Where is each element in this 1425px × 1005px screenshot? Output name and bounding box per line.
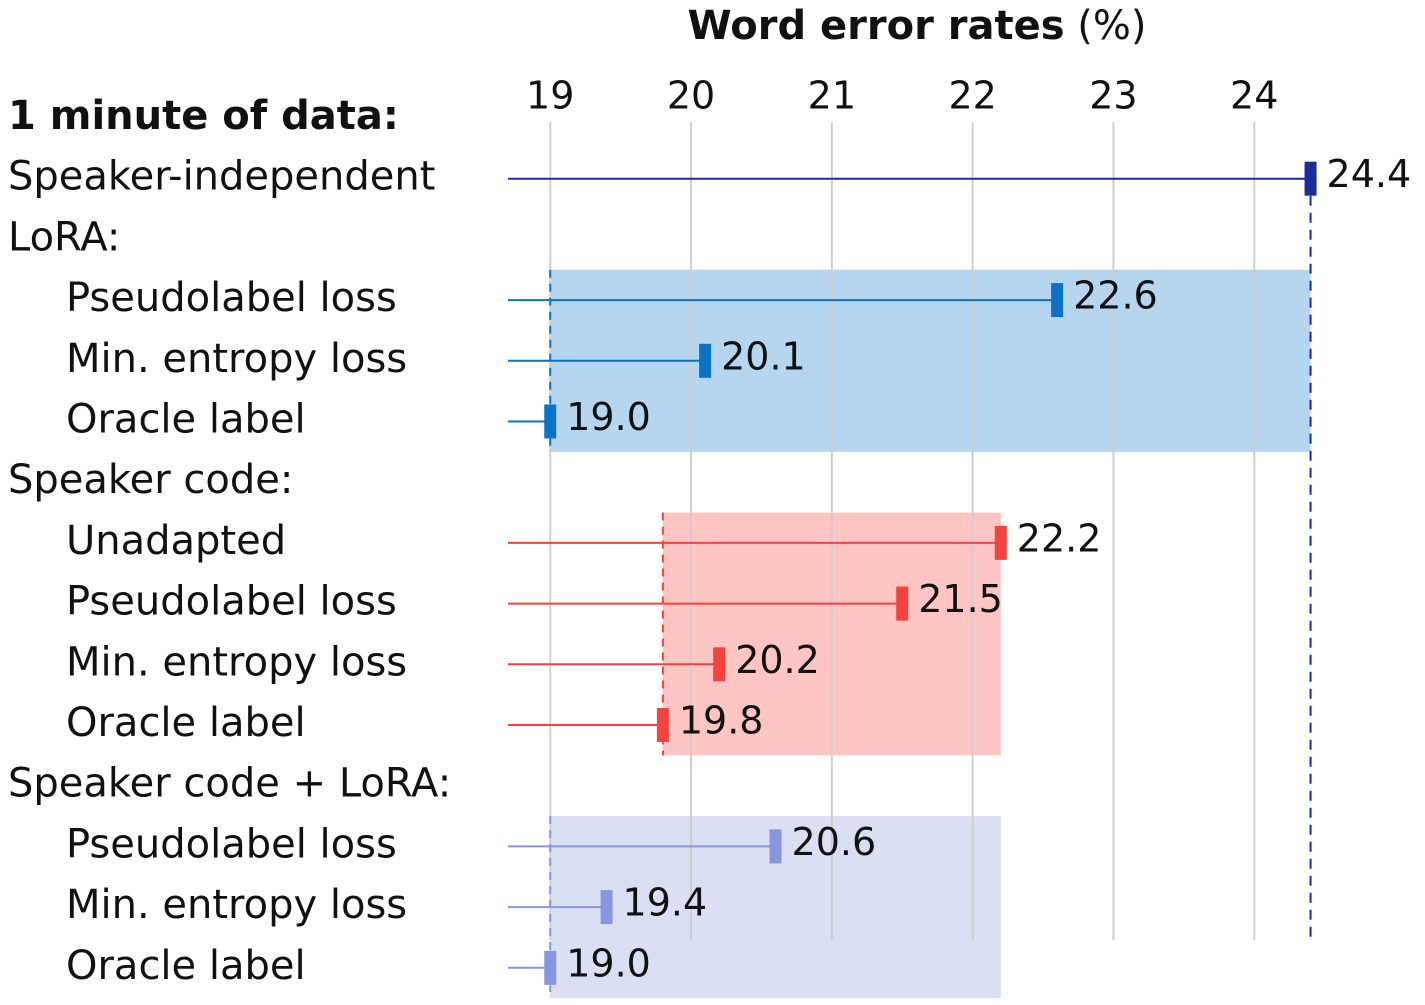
unit: (%) [1077,3,1146,49]
marker [544,404,557,439]
heading: 1 minute of data: [8,93,399,139]
chart-title: Word error rates (%) [688,3,1147,49]
value-label: 20.2 [735,638,820,682]
group-label: LoRA: [8,214,120,260]
value-label: 22.2 [1017,516,1102,560]
row-label: Pseudolabel loss [66,579,397,625]
value-label: 19.4 [623,881,708,925]
row-label: Min. entropy loss [66,336,407,382]
x-tick-label: 20 [667,74,715,118]
marker [769,829,782,864]
row-label: Pseudolabel loss [66,275,397,321]
marker [600,890,613,925]
row-label: Oracle label [66,700,306,746]
marker [544,950,557,985]
x-tick-label: 24 [1230,74,1278,118]
marker [994,525,1007,560]
marker [656,708,669,742]
title-text: Word error rates [688,3,1065,49]
fg-layer: 19 20 21 22 23 24 Speaker-independent 24.4 LoRA:… [8,74,1411,989]
row-label: Min. entropy loss [66,882,407,928]
x-tick-label: 22 [948,74,996,118]
x-tick-label: 21 [808,74,856,118]
value-label: 20.1 [721,334,806,378]
marker [713,647,726,682]
marker [896,586,909,621]
row-label: Speaker-independent [8,154,435,200]
marker [1304,161,1317,196]
group-label: Speaker code + LoRA: [8,761,451,807]
x-tick-label: 19 [526,74,574,118]
marker [699,343,712,378]
value-label: 24.4 [1327,152,1412,196]
row-label: Unadapted [66,518,286,564]
marker [1051,283,1064,318]
value-label: 19.0 [566,941,651,985]
row-label: Oracle label [66,397,306,443]
x-tick-label: 23 [1089,74,1137,118]
group-label: Speaker code: [8,457,293,503]
value-label: 20.6 [792,820,877,864]
value-label: 19.8 [679,699,764,743]
value-label: 21.5 [918,577,1003,621]
row-label: Min. entropy loss [66,639,407,685]
row-label: Pseudolabel loss [66,821,397,867]
value-label: 19.0 [566,395,651,439]
row-label: Oracle label [66,943,306,989]
value-label: 22.6 [1073,274,1158,318]
